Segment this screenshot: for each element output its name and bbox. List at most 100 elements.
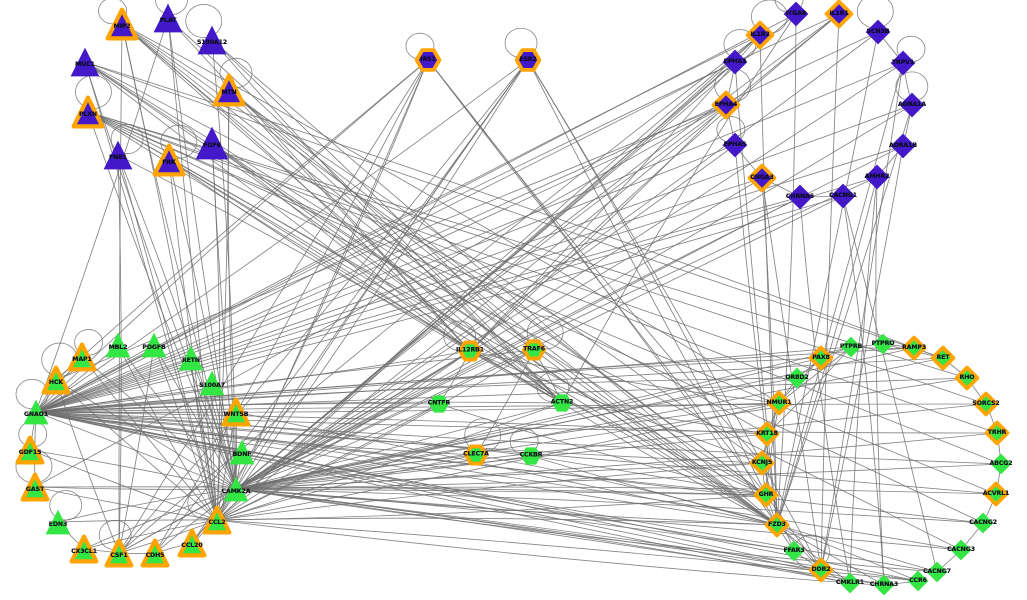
graph-edge[interactable] xyxy=(118,23,123,554)
graph-edge[interactable] xyxy=(235,346,852,490)
graph-node-adra1b[interactable]: ADRA1B xyxy=(888,131,918,161)
graph-edge[interactable] xyxy=(469,104,727,352)
graph-node-camk2a[interactable]: CAMK2A xyxy=(221,474,251,504)
graph-edge[interactable] xyxy=(216,350,471,521)
graph-edge[interactable] xyxy=(81,356,218,521)
graph-edge[interactable] xyxy=(34,486,237,490)
graph-node-clec7a[interactable]: CLEC7A xyxy=(463,443,489,468)
graph-node-itga8[interactable]: ITGA8 xyxy=(781,0,811,29)
graph-edge[interactable] xyxy=(235,488,822,571)
graph-node-bdnf[interactable]: BDNF xyxy=(227,437,257,467)
graph-edge[interactable] xyxy=(35,104,727,413)
graph-edge[interactable] xyxy=(761,462,822,571)
graph-edge[interactable] xyxy=(216,454,477,521)
graph-edge[interactable] xyxy=(35,144,736,413)
graph-node-nmur1[interactable]: NMUR1 xyxy=(766,390,792,416)
graph-edge[interactable] xyxy=(83,488,237,550)
graph-edge[interactable] xyxy=(168,159,218,521)
graph-edge[interactable] xyxy=(121,23,780,404)
graph-edge[interactable] xyxy=(118,59,529,554)
graph-edge[interactable] xyxy=(118,488,237,554)
graph-edge[interactable] xyxy=(561,402,778,526)
graph-edge[interactable] xyxy=(766,346,852,435)
graph-edge[interactable] xyxy=(235,488,795,552)
graph-edge[interactable] xyxy=(34,104,727,488)
graph-edge[interactable] xyxy=(118,344,155,554)
graph-node-wnt5b[interactable]: WNT5B xyxy=(221,397,251,427)
graph-node-il1r1[interactable]: IL1R1 xyxy=(824,0,854,29)
graph-edge[interactable] xyxy=(842,195,938,573)
graph-edge[interactable] xyxy=(168,159,471,352)
graph-edge[interactable] xyxy=(117,154,563,404)
graph-node-epha4[interactable]: EPHA4 xyxy=(711,90,741,120)
graph-node-mip2[interactable]: MIP2 xyxy=(105,7,139,41)
graph-node-rho[interactable]: RHO xyxy=(954,365,980,391)
graph-edge[interactable] xyxy=(527,59,763,464)
graph-node-gnao1[interactable]: GNAO1 xyxy=(21,397,51,427)
graph-node-epha5[interactable]: EPHA5 xyxy=(720,130,750,160)
graph-edge[interactable] xyxy=(216,349,535,521)
graph-node-or8d2[interactable]: OR8D2 xyxy=(784,365,810,391)
graph-edge[interactable] xyxy=(35,411,851,584)
graph-node-cmklr1[interactable]: CMKLR1 xyxy=(836,570,864,596)
graph-edge[interactable] xyxy=(35,377,968,413)
graph-node-ffar3[interactable]: FFAR3 xyxy=(781,538,807,564)
graph-node-cnga3[interactable]: CNGA3 xyxy=(747,163,777,193)
graph-edge[interactable] xyxy=(820,62,904,571)
graph-node-actn2[interactable]: ACTN2 xyxy=(550,391,575,416)
graph-edge[interactable] xyxy=(235,488,938,573)
graph-edge[interactable] xyxy=(87,111,984,524)
graph-node-csf1[interactable]: CSF1 xyxy=(104,538,134,568)
graph-node-trpv1[interactable]: TRPV1 xyxy=(888,48,918,78)
graph-node-cacng1[interactable]: CACNG1 xyxy=(828,181,858,211)
graph-edge[interactable] xyxy=(29,449,237,490)
graph-node-cacng2[interactable]: CACNG2 xyxy=(969,510,997,536)
graph-edge[interactable] xyxy=(117,344,237,490)
graph-edge[interactable] xyxy=(190,357,237,490)
graph-edge[interactable] xyxy=(235,62,904,490)
graph-edge[interactable] xyxy=(235,488,767,496)
graph-edge[interactable] xyxy=(475,349,535,456)
graph-edge[interactable] xyxy=(216,34,761,521)
graph-edge[interactable] xyxy=(530,455,778,526)
graph-edge[interactable] xyxy=(776,524,885,586)
graph-edge[interactable] xyxy=(427,59,763,464)
graph-edge[interactable] xyxy=(235,357,944,490)
self-loop-edge[interactable] xyxy=(49,490,83,521)
graph-edge[interactable] xyxy=(211,39,535,351)
graph-edge[interactable] xyxy=(216,517,778,526)
graph-edge[interactable] xyxy=(469,350,767,496)
graph-edge[interactable] xyxy=(235,433,768,490)
graph-node-cckbr[interactable]: CCKBR xyxy=(519,444,544,469)
graph-edge[interactable] xyxy=(438,403,767,496)
graph-node-ddr2[interactable]: DDR2 xyxy=(808,557,834,583)
graph-node-sorcs2[interactable]: SORCS2 xyxy=(972,391,1000,417)
graph-edge[interactable] xyxy=(475,454,778,526)
graph-edge[interactable] xyxy=(84,61,915,349)
graph-edge[interactable] xyxy=(191,59,529,544)
graph-edge[interactable] xyxy=(759,34,778,526)
graph-edge[interactable] xyxy=(154,59,529,554)
graph-edge[interactable] xyxy=(235,196,801,490)
graph-edge[interactable] xyxy=(117,344,218,521)
graph-edge[interactable] xyxy=(235,432,998,490)
graph-edge[interactable] xyxy=(55,379,120,554)
graph-node-cntfr[interactable]: CNTFR xyxy=(427,392,452,417)
graph-edge[interactable] xyxy=(235,377,968,490)
graph-node-chrna3[interactable]: CHRNA3 xyxy=(870,572,898,598)
graph-edge[interactable] xyxy=(849,176,878,584)
graph-edge[interactable] xyxy=(776,62,904,526)
graph-edge[interactable] xyxy=(35,104,913,413)
graph-node-il12rb1[interactable]: IL12RB1 xyxy=(456,339,484,364)
graph-node-muc1[interactable]: MUC1 xyxy=(68,45,102,79)
graph-edge[interactable] xyxy=(235,104,727,490)
graph-edge[interactable] xyxy=(776,524,919,582)
graph-edge[interactable] xyxy=(35,411,984,524)
graph-node-ramp3[interactable]: RAMP3 xyxy=(901,335,927,361)
graph-edge[interactable] xyxy=(35,61,736,413)
graph-edge[interactable] xyxy=(34,486,767,496)
graph-edge[interactable] xyxy=(35,195,844,413)
graph-edge[interactable] xyxy=(842,195,885,586)
graph-edge[interactable] xyxy=(799,196,851,584)
graph-edge[interactable] xyxy=(211,39,563,404)
